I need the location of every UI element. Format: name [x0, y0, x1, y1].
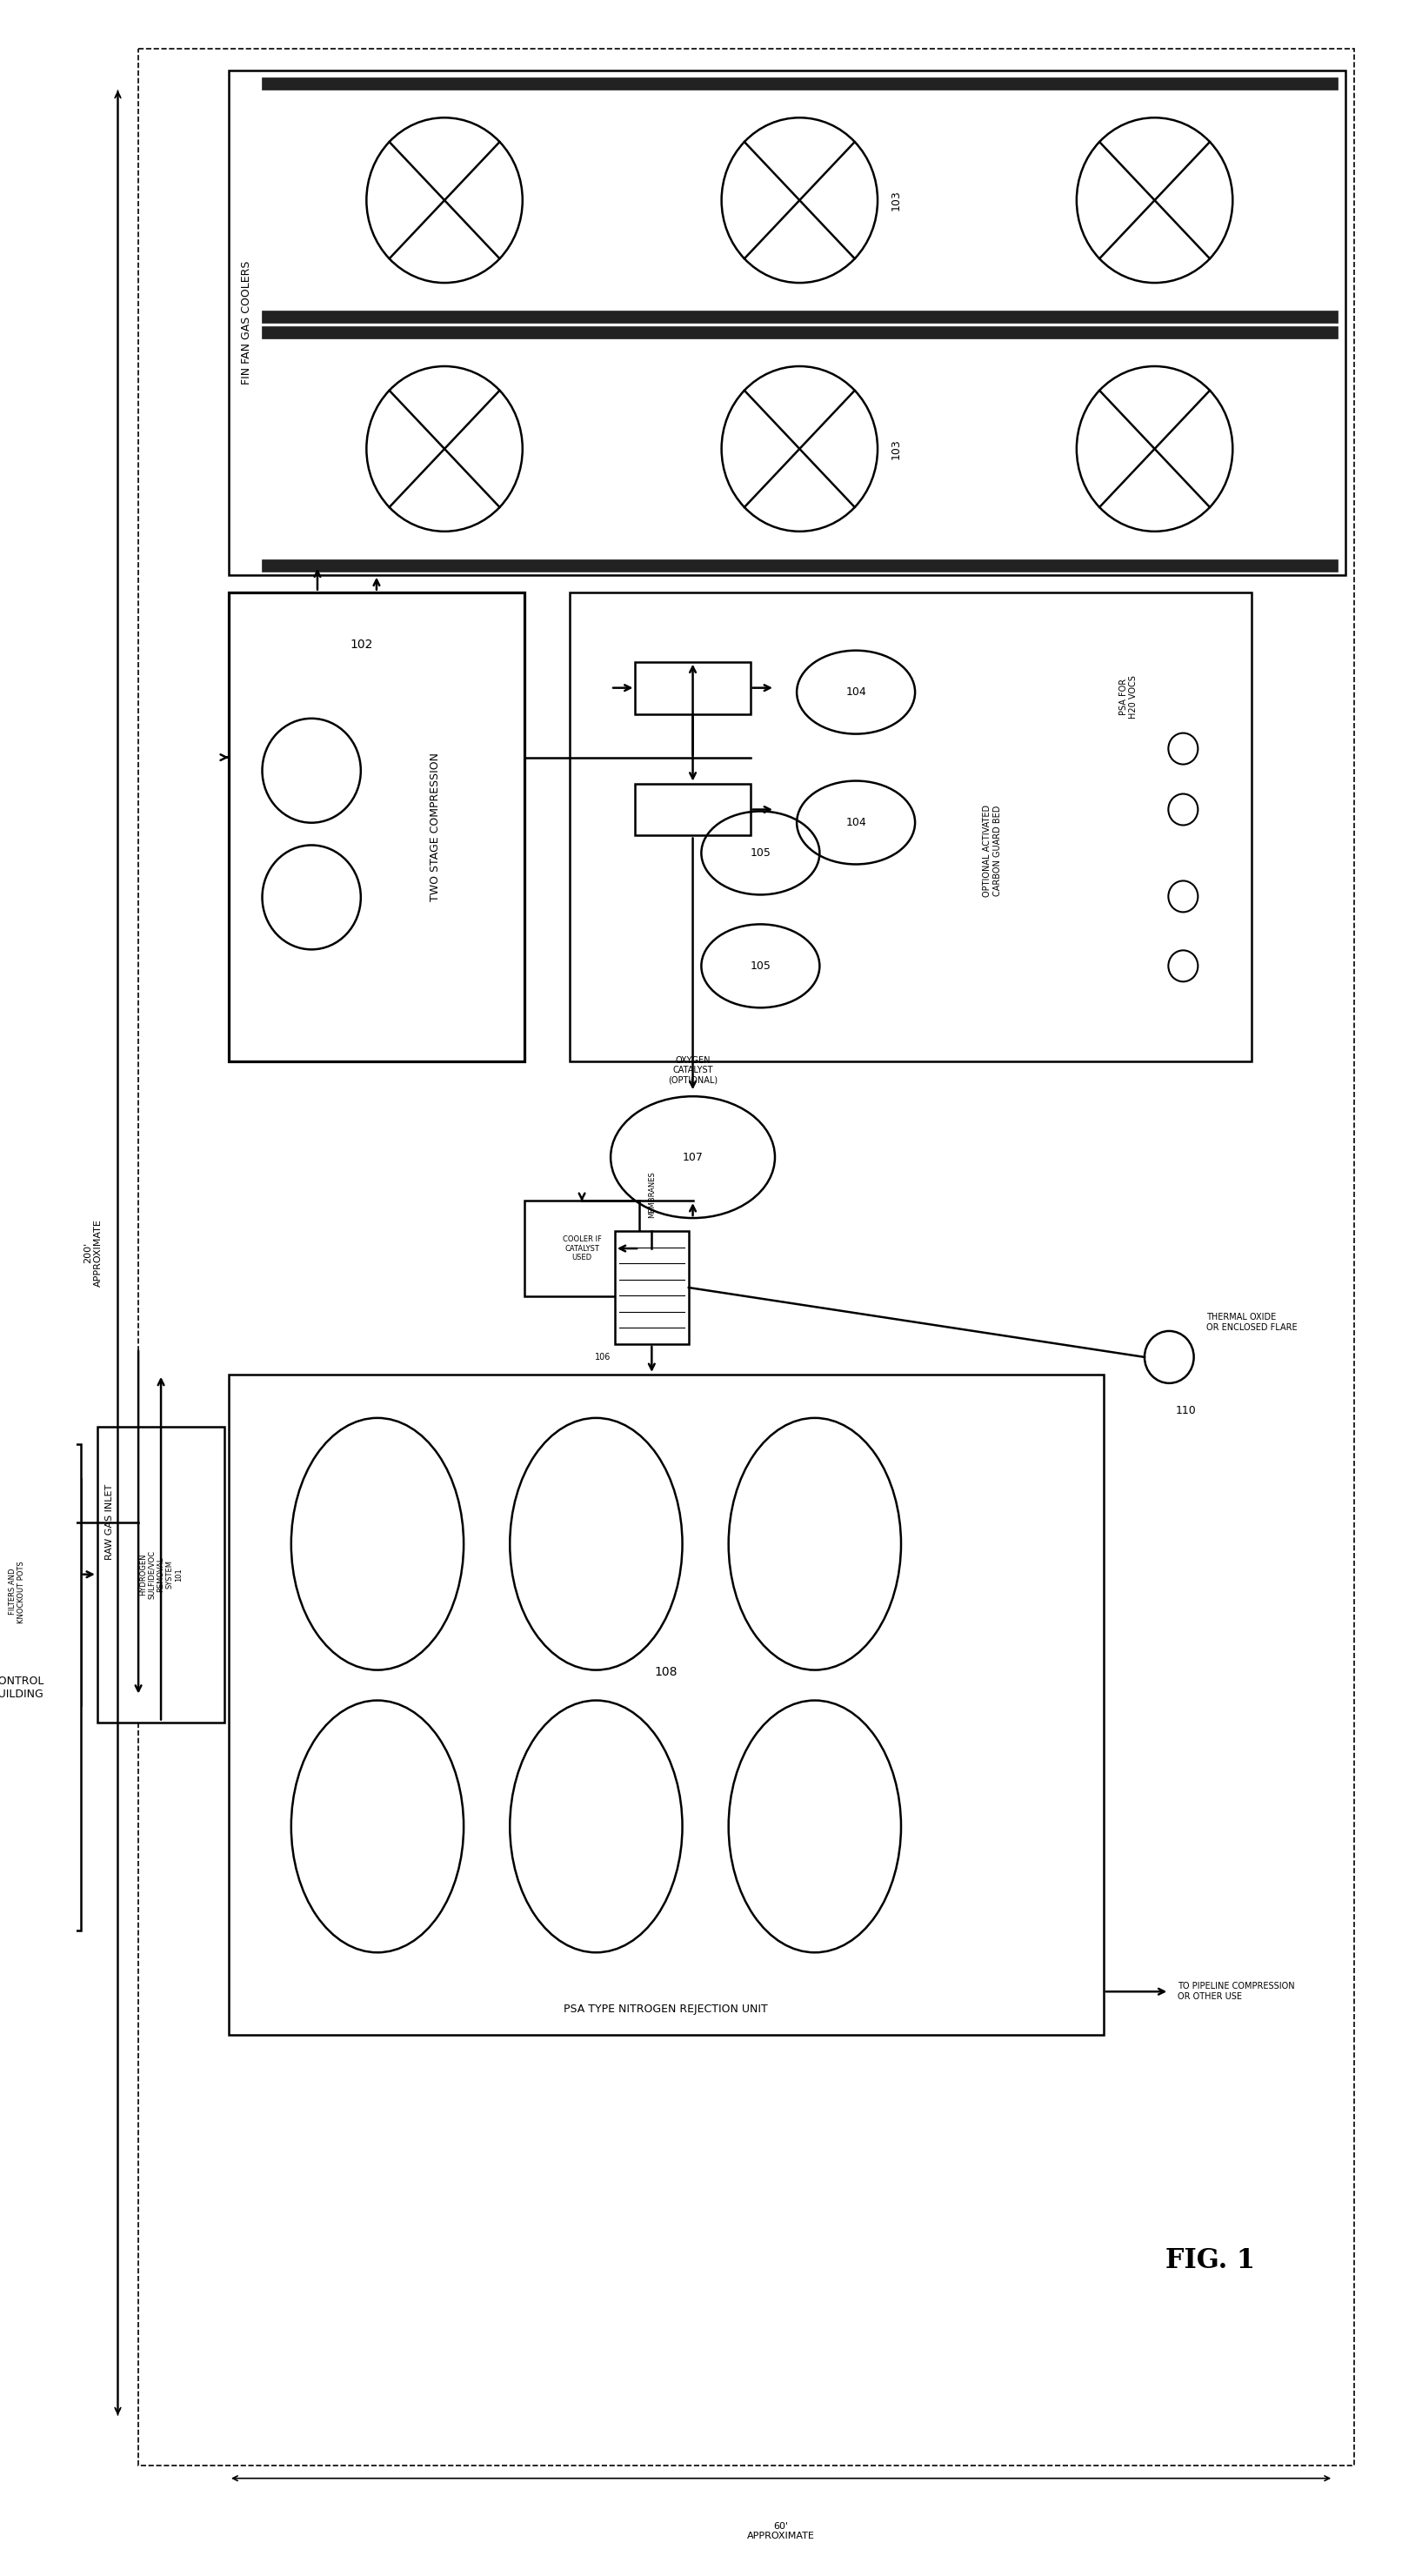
- Text: THERMAL OXIDE
OR ENCLOSED FLARE: THERMAL OXIDE OR ENCLOSED FLARE: [1206, 1314, 1297, 1332]
- Text: CONTROL
BUILDING: CONTROL BUILDING: [0, 1674, 43, 1700]
- Bar: [262, 559, 1338, 572]
- Text: 102: 102: [350, 639, 373, 652]
- Bar: [614, 1231, 688, 1345]
- Text: 106: 106: [594, 1352, 610, 1363]
- Bar: [0, 1445, 81, 1932]
- Bar: [262, 327, 1338, 337]
- Text: 107: 107: [683, 1151, 704, 1162]
- Bar: [262, 312, 1338, 322]
- Bar: [635, 662, 750, 714]
- Text: RAW GAS INLET: RAW GAS INLET: [105, 1484, 114, 1561]
- Text: TO PIPELINE COMPRESSION
OR OTHER USE: TO PIPELINE COMPRESSION OR OTHER USE: [1178, 1981, 1294, 2002]
- Text: PSA FOR
H20 VOCS: PSA FOR H20 VOCS: [1119, 675, 1138, 719]
- Bar: [229, 592, 524, 1061]
- Bar: [97, 1427, 224, 1723]
- Text: 105: 105: [750, 848, 771, 858]
- Text: 103: 103: [890, 438, 901, 459]
- Text: FILTERS AND
KNOCKOUT POTS: FILTERS AND KNOCKOUT POTS: [8, 1561, 25, 1623]
- Text: TWO STAGE COMPRESSION: TWO STAGE COMPRESSION: [430, 752, 442, 902]
- Text: 104: 104: [845, 817, 866, 829]
- Text: MEMBRANES: MEMBRANES: [648, 1172, 656, 1218]
- Text: OPTIONAL ACTIVATED
CARBON GUARD BED: OPTIONAL ACTIVATED CARBON GUARD BED: [983, 804, 1001, 896]
- Text: 105: 105: [750, 961, 771, 971]
- Bar: [569, 592, 1252, 1061]
- Text: COOLER IF
CATALYST
USED: COOLER IF CATALYST USED: [562, 1236, 601, 1262]
- Text: 110: 110: [1175, 1404, 1196, 1417]
- Bar: [229, 1376, 1103, 2035]
- Bar: [262, 77, 1338, 90]
- Text: 103: 103: [890, 191, 901, 211]
- Text: 108: 108: [655, 1667, 677, 1677]
- Bar: [524, 1200, 639, 1296]
- Bar: [229, 70, 1346, 574]
- Bar: [0, 1479, 81, 1705]
- Text: 60'
APPROXIMATE: 60' APPROXIMATE: [747, 2522, 815, 2540]
- Text: HYDROGEN
SULFIDE/VOC
REMOVAL
SYSTEM
101: HYDROGEN SULFIDE/VOC REMOVAL SYSTEM 101: [139, 1551, 182, 1600]
- Text: 104: 104: [845, 688, 866, 698]
- Text: FIG. 1: FIG. 1: [1165, 2246, 1255, 2275]
- Text: OXYGEN
CATALYST
(OPTIONAL): OXYGEN CATALYST (OPTIONAL): [667, 1056, 718, 1084]
- Text: PSA TYPE NITROGEN REJECTION UNIT: PSA TYPE NITROGEN REJECTION UNIT: [564, 2004, 768, 2014]
- Bar: [635, 783, 750, 835]
- Text: 200'
APPROXIMATE: 200' APPROXIMATE: [84, 1218, 102, 1285]
- Text: FIN FAN GAS COOLERS: FIN FAN GAS COOLERS: [241, 260, 252, 384]
